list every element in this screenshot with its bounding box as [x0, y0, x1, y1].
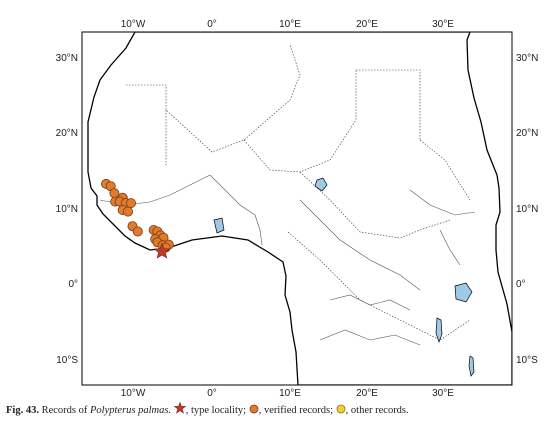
- lon-tick-top-20e: 20°E: [356, 19, 378, 30]
- lake-malawi: [468, 355, 475, 377]
- lakes: [213, 177, 475, 377]
- species-name: Polypterus palmas.: [90, 405, 172, 416]
- lat-tick-left-30n: 30°N: [56, 53, 78, 64]
- verified-record-marker: [123, 206, 134, 217]
- lat-tick-right-20n: 20°N: [516, 128, 538, 139]
- lat-tick-right-10n: 10°N: [516, 204, 538, 215]
- lon-tick-bottom-10e: 10°E: [279, 388, 301, 399]
- lake-tanganyika: [435, 317, 443, 344]
- rivers: [99, 174, 476, 346]
- lake-chad: [314, 177, 328, 192]
- legend-other-records: , other records.: [345, 405, 409, 416]
- legend-type-locality: , type locality;: [185, 405, 247, 416]
- type-locality-marker: [153, 242, 171, 259]
- lon-tick-bottom-0: 0°: [207, 388, 217, 399]
- figure-number: Fig. 43.: [6, 405, 39, 416]
- lat-tick-right-0: 0°: [516, 279, 526, 290]
- lake-victoria: [454, 282, 473, 303]
- lat-tick-right-30n: 30°N: [516, 53, 538, 64]
- verified-record-marker: [132, 226, 143, 237]
- caption-text-records: Records of: [41, 405, 88, 416]
- legend-verified-records: , verified records;: [258, 405, 334, 416]
- lat-tick-right-10s: 10°S: [516, 355, 538, 366]
- graticule-ticks: 10°W 0° 10°E 20°E 30°E 10°W 0° 10°E 20°E…: [56, 19, 539, 399]
- lon-tick-bottom-10w: 10°W: [121, 388, 146, 399]
- international-borders: [126, 44, 471, 341]
- africa-landmass: [87, 32, 512, 385]
- yellow-circle-icon: [336, 404, 346, 414]
- verified-record-marker: [109, 188, 120, 199]
- figure-caption: Fig. 43. Records of Polypterus palmas. ,…: [6, 402, 546, 416]
- lat-tick-left-0: 0°: [68, 279, 78, 290]
- lon-tick-top-30e: 30°E: [432, 19, 454, 30]
- star-icon: [173, 402, 186, 414]
- lon-tick-bottom-30e: 30°E: [432, 388, 454, 399]
- lake-volta: [213, 217, 225, 234]
- orange-circle-icon: [249, 404, 259, 414]
- lon-tick-top-10e: 10°E: [279, 19, 301, 30]
- lon-tick-top-10w: 10°W: [121, 19, 146, 30]
- verified-record-marker: [126, 198, 137, 209]
- lat-tick-left-10n: 10°N: [56, 204, 78, 215]
- lat-tick-left-10s: 10°S: [56, 355, 78, 366]
- records-layer: [101, 178, 174, 259]
- lon-tick-bottom-20e: 20°E: [356, 388, 378, 399]
- lon-tick-top-0: 0°: [207, 19, 217, 30]
- lat-tick-left-20n: 20°N: [56, 128, 78, 139]
